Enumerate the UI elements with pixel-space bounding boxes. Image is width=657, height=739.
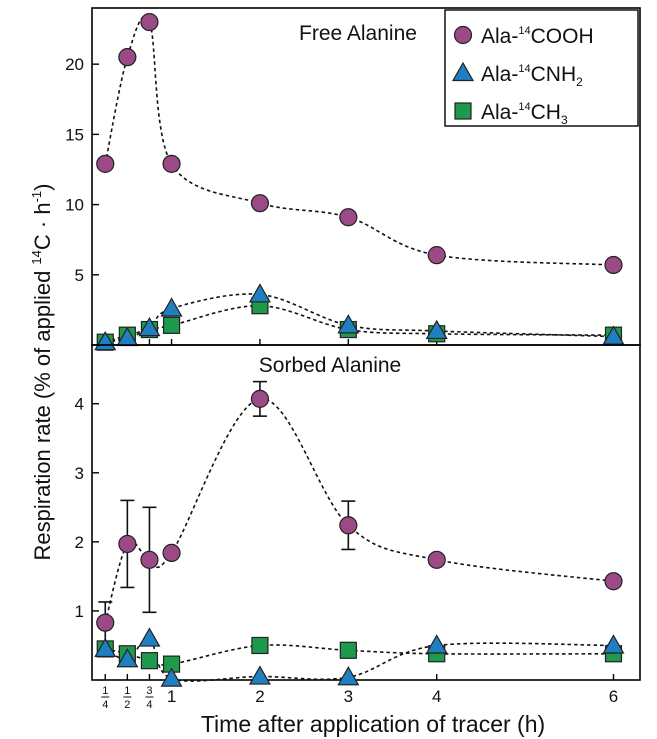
x-tick-label: 3 <box>344 687 353 706</box>
legend-label-cooh: Ala-14COOH <box>481 25 594 48</box>
panel-frame-sorbed <box>91 344 641 681</box>
data-point-sorbed-cooh <box>162 543 181 563</box>
x-tick-label-numerator: 3 <box>146 685 152 697</box>
trend-curve-sorbed-ch3 <box>105 644 614 666</box>
legend-label-main: CNH <box>531 63 577 86</box>
legend-marker-cnh2 <box>451 61 475 82</box>
data-point-sorbed-ch3 <box>339 641 357 659</box>
y-axis-label-unit: C · h <box>30 202 55 250</box>
x-tick-label: 1 <box>167 687 176 706</box>
x-tick-label-denominator: 4 <box>102 699 108 711</box>
x-tick-label-denominator: 2 <box>124 699 130 711</box>
y-tick-label-free: 15 <box>65 125 84 144</box>
x-tick-label-numerator: 1 <box>124 685 130 697</box>
legend-label-prefix: Ala- <box>481 25 518 48</box>
x-tick-label: 4 <box>432 687 441 706</box>
data-point-free-cooh <box>604 255 623 275</box>
y-tick-label-free: 20 <box>65 55 84 74</box>
trend-curve-free-ch3 <box>105 304 614 343</box>
data-point-free-cooh <box>96 154 115 173</box>
data-point-sorbed-cooh <box>427 550 446 569</box>
trend-curve-free-cnh2 <box>105 293 614 343</box>
data-point-sorbed-cnh2 <box>337 666 360 686</box>
panel-sorbed-alanine: 1 2 3 4 Sorbed Alanine <box>75 344 641 687</box>
y-axis-label-main: Respiration rate (% of applied <box>30 265 55 561</box>
trend-curve-sorbed-cooh <box>104 398 614 623</box>
legend-label-prefix: Ala- <box>481 63 518 86</box>
data-point-sorbed-cnh2 <box>94 637 117 658</box>
data-point-free-cnh2 <box>602 325 625 345</box>
x-tick-labels: 1 4 1 2 3 4 1 2 3 4 6 <box>101 685 618 711</box>
legend-label-cnh2: Ala-14CNH2 <box>481 63 583 89</box>
legend-label-ch3: Ala-14CH3 <box>481 101 568 127</box>
data-point-sorbed-cnh2 <box>116 648 139 668</box>
data-point-free-cnh2 <box>248 283 271 303</box>
data-point-sorbed-cnh2 <box>160 667 183 687</box>
data-point-sorbed-cnh2 <box>248 665 271 685</box>
y-tick-label-sorbed: 3 <box>75 464 84 483</box>
y-tick-label-sorbed: 2 <box>75 533 84 552</box>
data-point-sorbed-cooh <box>604 572 623 591</box>
x-axis-label: Time after application of tracer (h) <box>201 711 545 737</box>
legend-label-main: COOH <box>531 25 594 48</box>
trend-curve-sorbed-cnh2 <box>104 637 614 682</box>
x-tick-label: 6 <box>609 687 618 706</box>
x-tick-label-denominator: 4 <box>146 699 152 711</box>
y-axis-label-exponent: -1 <box>29 191 44 203</box>
data-point-free-cooh <box>162 154 181 173</box>
data-point-sorbed-cooh <box>250 389 270 408</box>
data-point-sorbed-cooh <box>339 516 358 535</box>
data-point-sorbed-cooh <box>118 534 137 554</box>
legend-label-subscript: 2 <box>576 75 583 89</box>
y-tick-label-sorbed: 1 <box>75 602 84 621</box>
data-point-free-cnh2 <box>138 316 161 337</box>
data-point-sorbed-ch3 <box>140 652 159 670</box>
y-tick-label-free: 10 <box>65 196 84 215</box>
data-point-free-cooh <box>140 12 159 32</box>
legend-marker-cooh <box>453 25 473 45</box>
x-tick-label-numerator: 1 <box>102 685 108 697</box>
legend-label-isotope: 14 <box>518 25 530 37</box>
data-point-sorbed-cooh <box>96 613 115 632</box>
legend-marker-ch3 <box>454 102 472 120</box>
data-point-sorbed-cnh2 <box>602 634 625 654</box>
panel-title-sorbed: Sorbed Alanine <box>259 354 401 377</box>
data-point-sorbed-ch3 <box>251 636 269 655</box>
y-axis-label-close: ) <box>30 184 55 191</box>
data-point-free-cooh <box>250 194 270 213</box>
data-point-free-cooh <box>427 246 446 265</box>
legend-box <box>444 9 639 127</box>
y-tick-label-free: 5 <box>75 266 84 285</box>
data-point-sorbed-cnh2 <box>425 634 448 654</box>
data-point-free-cnh2 <box>160 297 183 317</box>
data-point-free-cnh2 <box>425 319 448 340</box>
data-point-free-ch3 <box>162 316 181 334</box>
panel-title-free: Free Alanine <box>299 22 417 45</box>
y-tick-label-sorbed: 4 <box>75 395 84 414</box>
legend-label-isotope: 14 <box>518 63 530 75</box>
y-axis-label-isotope: 14 <box>29 250 44 264</box>
data-point-free-cooh <box>118 48 137 67</box>
data-point-sorbed-cooh <box>140 550 159 569</box>
legend-label-subscript: 3 <box>561 113 568 127</box>
x-tick-label: 2 <box>255 687 264 706</box>
y-axis-label: Respiration rate (% of applied 14C · h-1… <box>29 184 55 561</box>
data-point-free-cnh2 <box>337 314 360 334</box>
data-point-free-cooh <box>339 208 358 227</box>
legend-label-isotope: 14 <box>518 101 530 113</box>
legend-label-prefix: Ala- <box>481 101 518 124</box>
data-point-sorbed-cnh2 <box>138 627 161 647</box>
legend-label-main: CH <box>531 101 561 124</box>
